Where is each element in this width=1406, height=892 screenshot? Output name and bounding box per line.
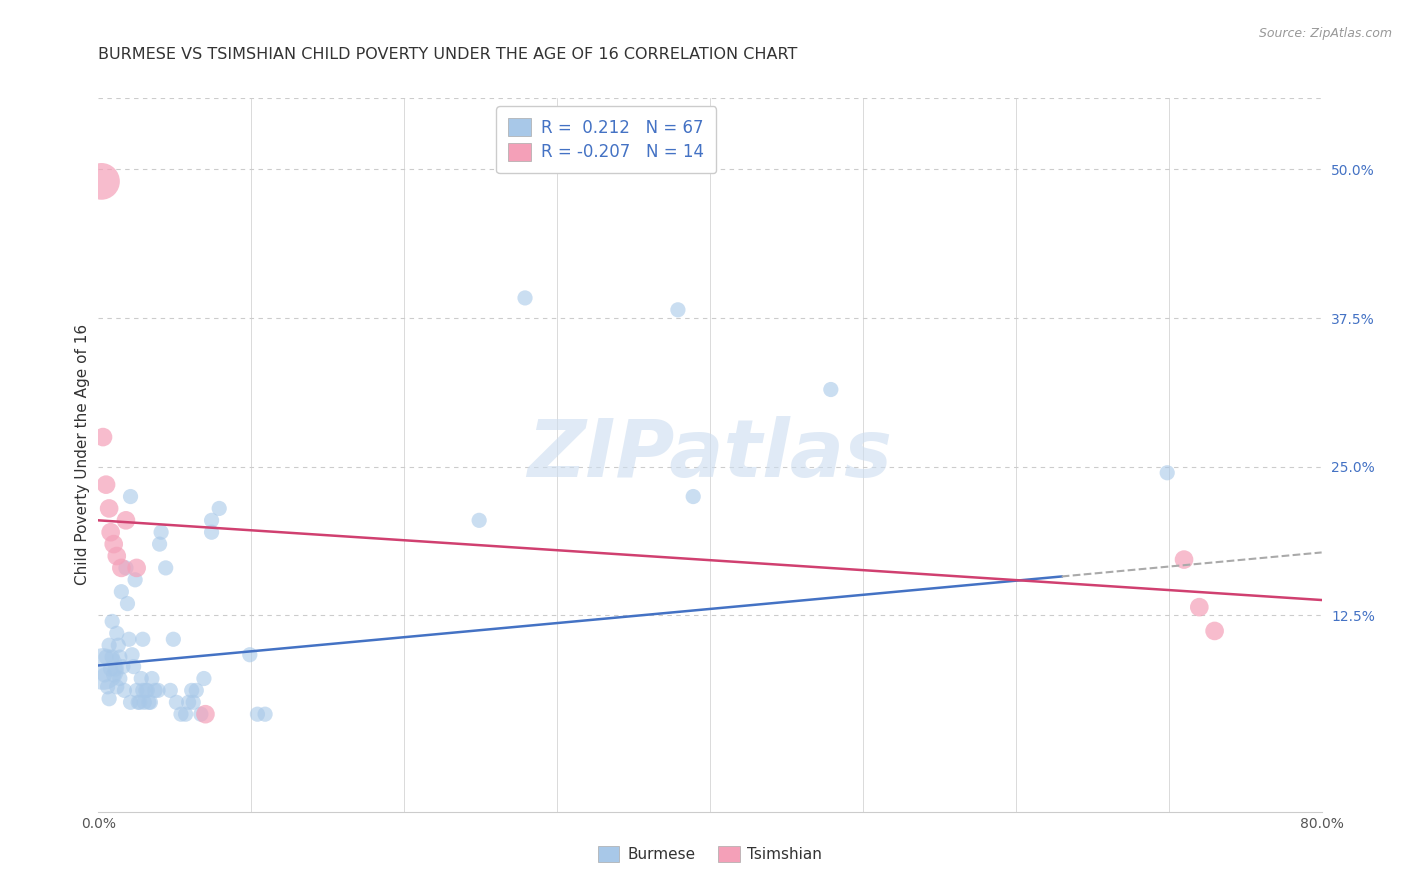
Point bbox=[170, 707, 193, 722]
Point bbox=[174, 707, 197, 722]
Point bbox=[1188, 600, 1211, 615]
Point bbox=[115, 513, 138, 527]
Point bbox=[162, 632, 184, 647]
Point bbox=[136, 683, 159, 698]
Point bbox=[120, 695, 142, 709]
Point bbox=[93, 668, 115, 682]
Point bbox=[124, 573, 146, 587]
Point bbox=[180, 683, 202, 698]
Point bbox=[127, 695, 149, 709]
Point bbox=[200, 525, 222, 540]
Point bbox=[105, 626, 128, 640]
Point bbox=[108, 672, 131, 686]
Point bbox=[155, 561, 177, 575]
Point bbox=[105, 549, 128, 563]
Point bbox=[135, 683, 157, 698]
Point bbox=[94, 477, 117, 491]
Point bbox=[125, 561, 148, 575]
Point bbox=[208, 501, 231, 516]
Point bbox=[115, 561, 138, 575]
Point bbox=[513, 291, 536, 305]
Point bbox=[239, 648, 262, 662]
Point bbox=[107, 638, 129, 652]
Point bbox=[101, 650, 124, 665]
Point bbox=[104, 662, 127, 676]
Point bbox=[177, 695, 200, 709]
Point bbox=[111, 659, 134, 673]
Text: BURMESE VS TSIMSHIAN CHILD POVERTY UNDER THE AGE OF 16 CORRELATION CHART: BURMESE VS TSIMSHIAN CHILD POVERTY UNDER… bbox=[98, 47, 797, 62]
Point bbox=[125, 683, 148, 698]
Point bbox=[91, 430, 114, 444]
Point bbox=[138, 695, 160, 709]
Point bbox=[90, 174, 112, 188]
Point bbox=[139, 695, 162, 709]
Point bbox=[820, 383, 842, 397]
Point bbox=[132, 683, 155, 698]
Point bbox=[149, 537, 172, 551]
Point bbox=[200, 513, 222, 527]
Point bbox=[100, 525, 122, 540]
Point bbox=[165, 695, 187, 709]
Point bbox=[159, 683, 181, 698]
Y-axis label: Child Poverty Under the Age of 16: Child Poverty Under the Age of 16 bbox=[75, 325, 90, 585]
Point bbox=[120, 490, 142, 504]
Point bbox=[103, 668, 125, 682]
Point bbox=[150, 525, 173, 540]
Point bbox=[98, 691, 121, 706]
Point bbox=[254, 707, 277, 722]
Point bbox=[97, 680, 120, 694]
Point bbox=[666, 302, 689, 317]
Point bbox=[1173, 552, 1195, 566]
Point bbox=[193, 672, 215, 686]
Point bbox=[100, 662, 122, 676]
Point bbox=[110, 561, 132, 575]
Point bbox=[682, 490, 704, 504]
Point bbox=[121, 648, 143, 662]
Point bbox=[128, 695, 150, 709]
Point bbox=[108, 650, 131, 665]
Point bbox=[91, 662, 114, 676]
Point bbox=[118, 632, 141, 647]
Point bbox=[1156, 466, 1178, 480]
Point bbox=[468, 513, 491, 527]
Point bbox=[103, 537, 125, 551]
Point bbox=[132, 632, 155, 647]
Point bbox=[105, 680, 128, 694]
Point bbox=[101, 615, 124, 629]
Text: ZIPatlas: ZIPatlas bbox=[527, 416, 893, 494]
Text: Source: ZipAtlas.com: Source: ZipAtlas.com bbox=[1258, 27, 1392, 40]
Point bbox=[186, 683, 208, 698]
Point bbox=[129, 672, 152, 686]
Point bbox=[190, 707, 212, 722]
Legend: Burmese, Tsimshian: Burmese, Tsimshian bbox=[592, 839, 828, 868]
Point bbox=[194, 707, 217, 722]
Point bbox=[112, 683, 135, 698]
Point bbox=[134, 695, 156, 709]
Point bbox=[122, 659, 145, 673]
Point bbox=[143, 683, 166, 698]
Point bbox=[98, 501, 121, 516]
Point bbox=[141, 672, 163, 686]
Point bbox=[110, 584, 132, 599]
Point bbox=[94, 650, 117, 665]
Point bbox=[117, 597, 139, 611]
Point bbox=[246, 707, 269, 722]
Point bbox=[1204, 624, 1226, 638]
Point bbox=[181, 695, 204, 709]
Point bbox=[98, 638, 121, 652]
Point bbox=[146, 683, 169, 698]
